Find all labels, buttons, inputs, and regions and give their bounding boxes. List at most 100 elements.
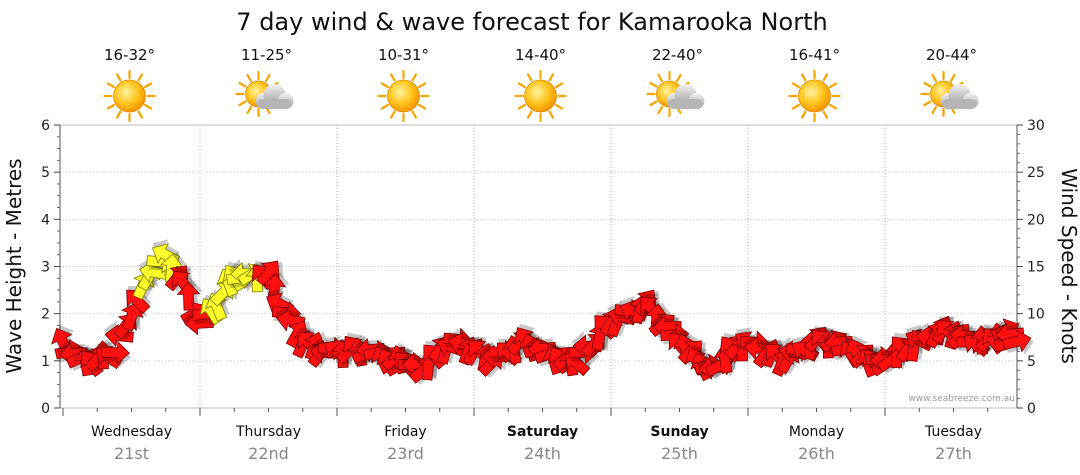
arrow-body: [100, 340, 130, 365]
right-tick-label: 5: [1027, 354, 1036, 370]
sun-ray: [828, 103, 838, 110]
sun-ray: [517, 103, 527, 110]
date-label: 21st: [114, 444, 149, 463]
sun-disc: [387, 79, 420, 113]
sun-ray: [657, 105, 664, 115]
sun-ray: [517, 82, 527, 89]
wind-arrows: [51, 239, 1034, 385]
sun-ray: [411, 73, 418, 82]
sun-cloud-icon: [235, 70, 294, 118]
right-tick-label: 10: [1027, 307, 1045, 323]
sun-ray: [389, 73, 396, 82]
sun-ray: [143, 103, 153, 110]
date-label: 24th: [524, 444, 561, 463]
sun-cloud-icon: [920, 70, 979, 118]
sun-ray: [238, 100, 247, 107]
temp-range: 14-40°: [515, 46, 566, 64]
right-axis: 0 5 10 15 20 25 30: [1016, 118, 1045, 417]
wind-arrow: [1002, 329, 1034, 356]
sun-ray: [137, 73, 144, 82]
date-label: 27th: [935, 444, 972, 463]
date-label: 25th: [661, 444, 698, 463]
sun-ray: [526, 110, 533, 119]
day-label: Tuesday: [924, 424, 982, 440]
cloud-shape: [940, 84, 979, 109]
sun-ray: [554, 82, 564, 89]
sun-ray: [791, 103, 801, 110]
sun-ray: [554, 103, 564, 110]
sun-ray: [246, 73, 253, 83]
date-label: 22nd: [248, 444, 289, 463]
cloud-shape: [666, 84, 705, 109]
sun-ray: [411, 110, 418, 119]
cloud-base: [668, 99, 703, 109]
day-label: Wednesday: [91, 424, 172, 440]
chart-title: 7 day wind & wave forecast for Kamarooka…: [236, 8, 827, 36]
sun-ray: [923, 81, 932, 88]
sun-icon: [377, 69, 430, 123]
temp-range: 20-44°: [926, 46, 977, 64]
sun-ray: [931, 73, 938, 83]
sun-ray: [949, 73, 956, 83]
left-axis: 0 1 2 3 4 5 6: [41, 118, 61, 417]
x-axis-labels: Wednesday 21st Thursday 22nd Friday 23rd Satur…: [62, 408, 989, 463]
left-tick-label: 3: [41, 260, 50, 276]
sun-ray: [822, 73, 829, 82]
sun-ray: [417, 82, 427, 89]
temp-range: 22-40°: [652, 46, 703, 64]
temp-range: 11-25°: [241, 46, 292, 64]
temp-range: 16-32°: [104, 46, 155, 64]
left-tick-label: 6: [41, 118, 50, 134]
sun-ray: [657, 73, 664, 83]
sun-ray: [106, 103, 116, 110]
right-tick-label: 15: [1027, 260, 1045, 276]
left-tick-label: 0: [41, 401, 50, 417]
sun-icon: [788, 69, 841, 123]
sun-ray: [526, 73, 533, 82]
right-tick-label: 0: [1027, 401, 1036, 417]
cloud-shape: [255, 84, 294, 109]
day-header: 16-32° 11-25° 10-31° 14-40° 22-40° 16-41° 20-4…: [103, 46, 979, 123]
temp-range: 10-31°: [378, 46, 429, 64]
sun-ray: [800, 73, 807, 82]
sun-ray: [931, 105, 938, 115]
sun-ray: [143, 82, 153, 89]
day-label: Thursday: [235, 424, 301, 440]
right-tick-label: 25: [1027, 165, 1045, 181]
sun-ray: [264, 73, 271, 83]
arrow-body: [1002, 329, 1032, 353]
cloud-base: [257, 99, 292, 109]
day-label: Saturday: [507, 424, 578, 440]
sun-disc: [524, 79, 557, 113]
sun-ray: [106, 82, 116, 89]
left-tick-label: 2: [41, 307, 50, 323]
wind-arrow: [100, 340, 132, 368]
temp-range: 16-41°: [789, 46, 840, 64]
sun-ray: [649, 81, 658, 88]
sun-ray: [417, 103, 427, 110]
sun-ray: [791, 82, 801, 89]
date-label: 26th: [798, 444, 835, 463]
sun-ray: [115, 110, 122, 119]
cloud-base: [942, 99, 977, 109]
left-tick-label: 5: [41, 165, 50, 181]
sun-disc: [798, 79, 831, 113]
sun-icon: [514, 69, 567, 123]
left-tick-label: 4: [41, 212, 50, 228]
sun-cloud-icon: [646, 70, 705, 118]
sun-ray: [380, 103, 390, 110]
sun-ray: [548, 73, 555, 82]
left-tick-label: 1: [41, 354, 50, 370]
right-tick-label: 30: [1027, 118, 1045, 134]
sun-ray: [800, 110, 807, 119]
sun-ray: [137, 110, 144, 119]
day-label: Monday: [789, 424, 844, 440]
sun-ray: [548, 110, 555, 119]
sun-ray: [649, 100, 658, 107]
credit-text: www.seabreeze.com.au: [908, 394, 1015, 404]
day-label: Sunday: [650, 424, 708, 440]
sun-ray: [828, 82, 838, 89]
sun-disc: [113, 79, 146, 113]
right-tick-label: 20: [1027, 212, 1045, 228]
